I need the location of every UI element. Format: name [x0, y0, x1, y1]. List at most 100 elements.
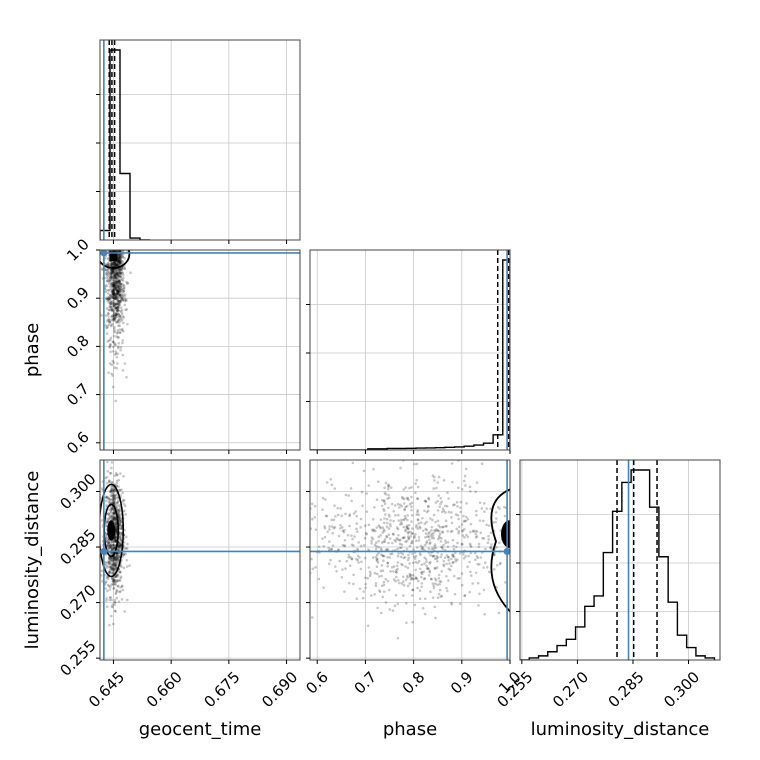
scatter-point [104, 314, 108, 317]
scatter-point [117, 271, 121, 275]
scatter-point [323, 525, 326, 528]
scatter-point [448, 568, 452, 572]
scatter-point [387, 485, 390, 488]
scatter-point [106, 340, 110, 343]
scatter-point [400, 546, 403, 549]
scatter-point [437, 494, 441, 497]
scatter-point [456, 514, 460, 517]
scatter-point [117, 552, 121, 555]
scatter-point [114, 523, 118, 527]
scatter-point [410, 485, 413, 489]
scatter-point [118, 258, 121, 261]
scatter-point [413, 603, 417, 607]
scatter-point [106, 460, 109, 464]
scatter-point [115, 555, 119, 558]
scatter-point [113, 511, 116, 514]
scatter-point [436, 509, 440, 512]
scatter-point [115, 366, 119, 370]
scatter-point [115, 504, 119, 508]
scatter-point [114, 315, 118, 318]
scatter-point [113, 288, 116, 292]
scatter-point [350, 534, 353, 537]
scatter-point [396, 527, 400, 531]
scatter-point [107, 556, 111, 559]
scatter-point [111, 603, 114, 606]
scatter-point [363, 556, 367, 560]
scatter-point [115, 553, 119, 557]
scatter-point [108, 598, 111, 602]
scatter-point [107, 584, 111, 588]
scatter-point [451, 553, 454, 556]
scatter-point [357, 561, 360, 564]
scatter-point [115, 529, 118, 532]
scatter-point [115, 302, 118, 306]
scatter-point [347, 553, 351, 557]
scatter-point [111, 518, 115, 522]
scatter-point [105, 576, 108, 580]
scatter-point [429, 534, 433, 537]
scatter-point [119, 519, 123, 523]
scatter-point [340, 526, 344, 529]
scatter-point [106, 318, 110, 322]
scatter-point [421, 547, 425, 551]
scatter-point [109, 560, 112, 564]
scatter-point [396, 636, 400, 640]
scatter-point [113, 327, 116, 331]
scatter-point [416, 586, 419, 590]
scatter-point [119, 306, 123, 309]
scatter-point [468, 560, 471, 564]
scatter-point [112, 261, 116, 264]
scatter-point [408, 582, 411, 585]
scatter-point [355, 522, 358, 525]
scatter-point [119, 546, 122, 549]
scatter-point [385, 521, 389, 525]
scatter-point [440, 546, 444, 549]
scatter-point [409, 530, 412, 534]
scatter-point [388, 537, 392, 540]
scatter-point [366, 576, 370, 580]
scatter-point [119, 260, 122, 263]
scatter-point [111, 568, 115, 572]
scatter-point [111, 262, 115, 266]
scatter-point [469, 544, 472, 547]
scatter-point [414, 576, 417, 579]
scatter-point [113, 580, 117, 584]
scatter-point [124, 299, 128, 303]
scatter-point [269, 575, 272, 578]
scatter-point [114, 282, 118, 286]
scatter-point [387, 487, 390, 491]
scatter-point [116, 557, 120, 560]
scatter-point [115, 473, 118, 477]
scatter-point [119, 259, 123, 263]
scatter-point [396, 538, 400, 541]
scatter-point [328, 525, 331, 528]
scatter-point [401, 575, 405, 579]
scatter-point [384, 548, 388, 552]
scatter-point [116, 309, 120, 313]
scatter-point [456, 577, 460, 580]
scatter-point [333, 525, 337, 529]
scatter-point [117, 273, 120, 277]
scatter-point [447, 555, 450, 559]
scatter-point [438, 582, 441, 586]
scatter-point [107, 543, 110, 547]
scatter-point [119, 285, 123, 288]
scatter-point [116, 585, 120, 588]
scatter-point [110, 488, 113, 492]
scatter-point [112, 288, 116, 292]
scatter-point [335, 569, 338, 573]
scatter-point [463, 474, 467, 478]
scatter-point [372, 467, 375, 471]
scatter-point [405, 524, 409, 527]
scatter-point [119, 278, 123, 281]
panel-luminosity_distance-luminosity_distance [516, 459, 721, 661]
scatter-point [114, 287, 118, 290]
scatter-point [108, 318, 111, 322]
scatter-point [119, 282, 123, 286]
scatter-point [112, 260, 116, 264]
scatter-point [475, 513, 478, 517]
scatter-point [327, 562, 331, 566]
scatter-point [406, 527, 410, 530]
scatter-point [376, 606, 379, 610]
scatter-point [415, 577, 419, 581]
